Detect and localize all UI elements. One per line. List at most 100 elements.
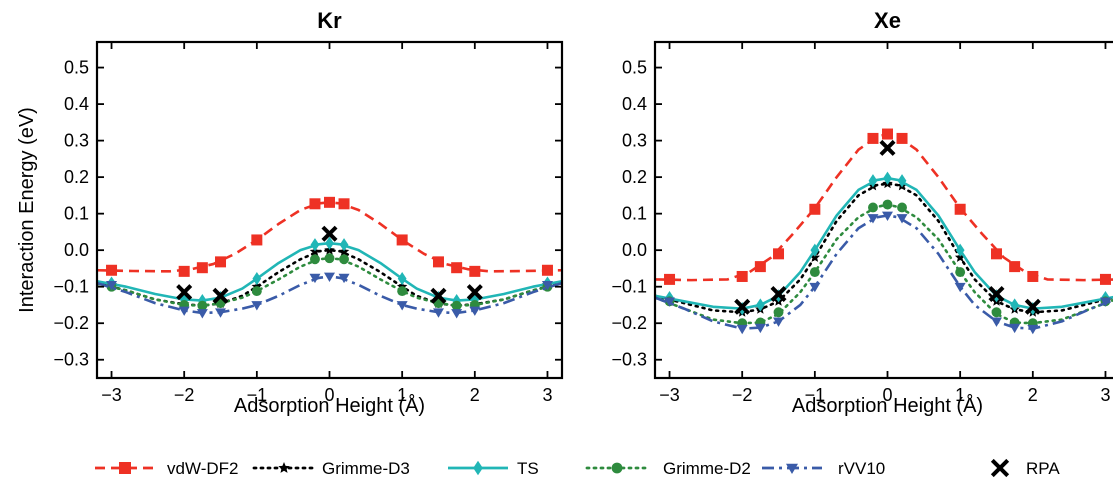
- data-point: [882, 211, 893, 221]
- data-point: [896, 132, 908, 144]
- data-point: [196, 309, 208, 319]
- panel-title: Kr: [317, 8, 342, 33]
- data-point: [754, 261, 766, 273]
- data-point: [1010, 298, 1020, 312]
- data-point: [397, 286, 408, 297]
- y-tick-label: 0.0: [64, 240, 89, 260]
- data-point: [1024, 298, 1041, 315]
- legend-label: vdW-DF2: [167, 459, 238, 478]
- data-point: [430, 287, 447, 304]
- series-rvv10: [97, 272, 562, 319]
- x-tick-label: −2: [732, 385, 753, 405]
- y-tick-label: 0.5: [622, 58, 647, 78]
- data-point: [955, 243, 965, 257]
- data-point: [991, 307, 1002, 318]
- y-tick-label: 0.3: [622, 131, 647, 151]
- data-point: [324, 272, 335, 282]
- data-point: [325, 236, 334, 250]
- x-tick-label: 2: [1028, 385, 1038, 405]
- x-tick-label: 3: [1100, 385, 1110, 405]
- y-axis-label: Interaction Energy (eV): [16, 107, 38, 313]
- data-point: [1027, 324, 1039, 335]
- data-point: [897, 174, 907, 188]
- data-point: [338, 198, 350, 210]
- plot-area: [655, 128, 1113, 335]
- data-point: [773, 307, 784, 318]
- y-tick-label: 0.4: [622, 94, 647, 114]
- data-point: [867, 132, 879, 144]
- data-point: [1099, 297, 1111, 307]
- data-point: [664, 273, 676, 285]
- x-tick-label: 3: [542, 385, 552, 405]
- data-point: [879, 139, 896, 156]
- x-axis-label: Adsorption Height (Å): [234, 394, 425, 417]
- data-point: [1009, 261, 1021, 273]
- data-point: [469, 265, 481, 277]
- data-point: [196, 262, 208, 274]
- y-tick-label: 0.2: [622, 167, 647, 187]
- panel-kr: Kr −3 −2 −1 0 1 2 3 0.5 0.4 0.3 0.2 0.1 0.0 −0.1 −0.2 −0…: [16, 8, 564, 417]
- series-vdw-df2: [97, 196, 562, 277]
- data-point: [868, 174, 878, 188]
- data-point: [215, 308, 227, 318]
- y-tick-label: −0.2: [611, 313, 647, 333]
- data-point: [664, 297, 676, 307]
- y-tick-label: 0.0: [622, 240, 647, 260]
- legend-marker: [786, 463, 798, 474]
- y-tick-label: 0.5: [64, 58, 89, 78]
- data-point: [734, 298, 751, 315]
- data-point: [809, 251, 821, 262]
- data-point: [451, 309, 463, 319]
- data-point: [106, 264, 118, 276]
- x-tick-label: 1: [955, 385, 965, 405]
- data-point: [339, 238, 349, 252]
- data-point: [990, 248, 1002, 260]
- data-point: [451, 300, 462, 311]
- legend-marker: [611, 462, 623, 474]
- data-point: [251, 234, 263, 246]
- data-point: [541, 281, 553, 291]
- data-point: [324, 253, 335, 264]
- data-point: [954, 203, 966, 215]
- data-point: [452, 293, 462, 308]
- series-ts: [655, 171, 1113, 316]
- data-point: [868, 202, 878, 213]
- y-tick-label: 0.4: [64, 94, 89, 114]
- data-point: [541, 264, 553, 276]
- data-point: [755, 298, 765, 312]
- x-tick-label: −1: [247, 385, 268, 405]
- data-point: [809, 267, 820, 278]
- legend-item-rvv10: rVV10: [762, 459, 885, 478]
- legend: vdW-DF2 Grimme-D3 TS Grimme-D2 rVV10 RPA: [95, 458, 1060, 478]
- data-point: [252, 272, 262, 286]
- panel-title: Xe: [874, 8, 901, 33]
- data-point: [897, 202, 907, 213]
- y-tick-label: 0.1: [622, 204, 647, 224]
- data-point: [867, 214, 879, 224]
- data-point: [809, 282, 821, 293]
- data-point: [469, 306, 481, 316]
- legend-marker: [990, 458, 1010, 478]
- x-axis-label: Adsorption Height (Å): [792, 394, 983, 417]
- data-point: [432, 256, 444, 268]
- axes-frame: [95, 40, 564, 380]
- data-point: [736, 324, 748, 335]
- data-point: [1009, 323, 1021, 334]
- data-point: [955, 267, 966, 278]
- data-point: [770, 285, 787, 303]
- data-point: [321, 225, 338, 242]
- legend-item-ts: TS: [448, 459, 539, 478]
- data-point: [882, 128, 893, 140]
- y-tick-label: 0.1: [64, 204, 89, 224]
- legend-item-rpa: RPA: [990, 458, 1060, 478]
- x-tick-label: −2: [174, 385, 195, 405]
- data-point: [773, 317, 785, 327]
- data-point: [178, 265, 190, 277]
- legend-label: RPA: [1026, 459, 1060, 478]
- data-point: [310, 238, 320, 252]
- x-tick-label: 1: [397, 385, 407, 405]
- series-line: [655, 176, 1113, 310]
- data-point: [470, 292, 480, 307]
- data-point: [338, 273, 350, 284]
